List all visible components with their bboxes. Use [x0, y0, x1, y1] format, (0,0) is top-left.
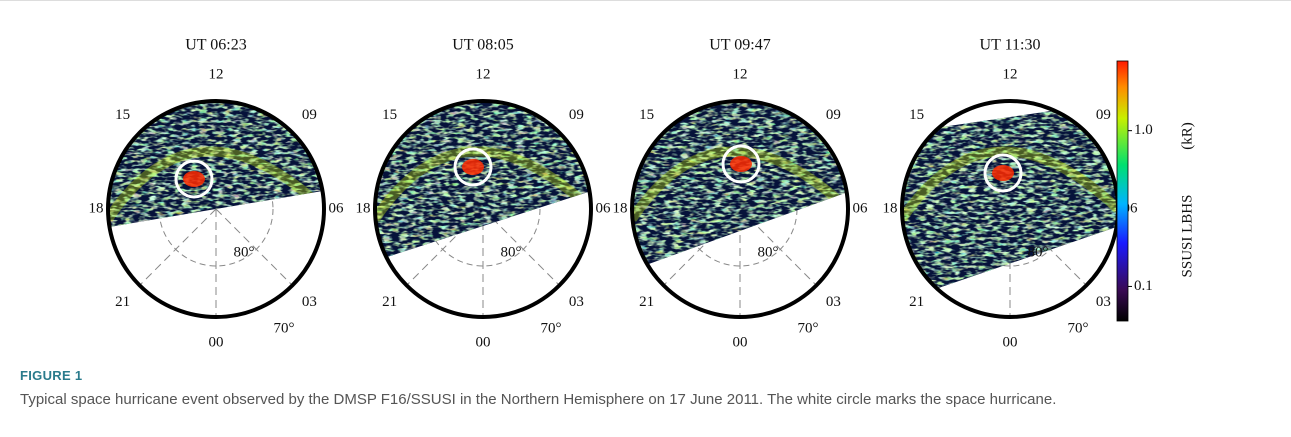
hour-label: 21 [382, 294, 397, 310]
latitude-label: 80° [234, 244, 255, 260]
panel-title: UT 11:30 [980, 37, 1041, 54]
latitude-label: 70° [541, 320, 562, 336]
hour-label: 00 [209, 334, 224, 350]
figure: 12 09 06 03 00 21 18 15 80° 70° UT 06:23 12 09 06 03 00… [0, 1, 1291, 361]
polar-panel: 12 09 06 03 00 21 18 15 80° 70° [89, 66, 345, 350]
hour-label: 00 [1003, 334, 1018, 350]
latitude-label: 70° [274, 320, 295, 336]
hotspot [462, 159, 484, 175]
latitude-label: 70° [1068, 320, 1089, 336]
panel-title: UT 09:47 [709, 37, 770, 54]
hour-label: 21 [115, 294, 130, 310]
panel-title: UT 08:05 [452, 37, 513, 54]
hour-label: 12 [209, 66, 224, 82]
hour-label: 09 [302, 107, 317, 123]
latitude-label: 70° [798, 320, 819, 336]
hour-label: 15 [115, 107, 130, 123]
hour-label: 21 [909, 294, 924, 310]
hour-label: 18 [356, 200, 371, 216]
hour-label: 03 [569, 294, 584, 310]
polar-panel: 12 09 06 03 00 21 18 15 80° 70° [613, 66, 869, 350]
hour-label: 12 [1003, 66, 1018, 82]
hour-label: 21 [639, 294, 654, 310]
hour-label: 06 [853, 200, 869, 216]
latitude-label: 80° [501, 244, 522, 260]
latitude-label: 80° [758, 244, 779, 260]
hotspot [730, 156, 752, 172]
hour-label: 06 [329, 200, 345, 216]
hour-label: 06 [596, 200, 612, 216]
colorbar-tick-label: 0.1 [1134, 278, 1153, 294]
hour-label: 18 [883, 200, 898, 216]
hour-label: 03 [302, 294, 317, 310]
hour-label: 09 [826, 107, 841, 123]
polar-panel: 12 09 06 03 00 21 18 15 80° 70° [356, 66, 612, 350]
hour-label: 15 [909, 107, 924, 123]
caption-text: Typical space hurricane event observed b… [20, 389, 1240, 410]
latitude-label: 80° [1028, 244, 1049, 260]
colorbar-unit: (kR) [1179, 122, 1195, 150]
hour-label: 12 [476, 66, 491, 82]
hour-label: 09 [569, 107, 584, 123]
page: 12 09 06 03 00 21 18 15 80° 70° UT 06:23 12 09 06 03 00… [0, 0, 1291, 437]
hour-label: 15 [382, 107, 397, 123]
hour-label: 00 [476, 334, 491, 350]
hour-label: 00 [733, 334, 748, 350]
hour-label: 15 [639, 107, 654, 123]
hour-label: 09 [1096, 107, 1111, 123]
hotspot [992, 165, 1014, 181]
hotspot [183, 171, 205, 187]
hour-label: 12 [733, 66, 748, 82]
colorbar-label: SSUSI LBHS [1179, 195, 1195, 278]
panel-title: UT 06:23 [185, 37, 246, 54]
colorbar [1117, 61, 1128, 321]
colorbar-tick-label: 1.0 [1134, 122, 1153, 138]
caption-label: FIGURE 1 [20, 368, 82, 383]
hour-label: 18 [613, 200, 628, 216]
hour-label: 03 [826, 294, 841, 310]
hour-label: 18 [89, 200, 104, 216]
hour-label: 03 [1096, 294, 1111, 310]
